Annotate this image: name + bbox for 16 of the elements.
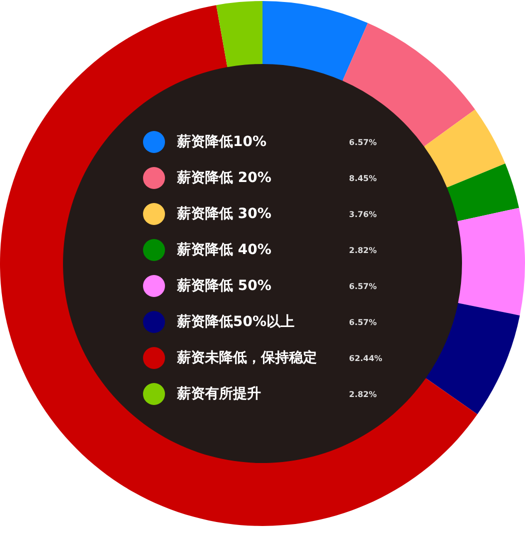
legend-label: 薪资降低 40% <box>177 241 272 259</box>
data-label: 2.82% <box>349 246 377 254</box>
data-label: 3.76% <box>349 210 377 218</box>
data-label: 6.57% <box>349 282 377 290</box>
legend-label: 薪资降低 20% <box>177 169 272 187</box>
data-label: 62.44% <box>349 354 382 362</box>
legend-label: 薪资降低10% <box>177 133 268 151</box>
data-label: 6.57% <box>349 138 377 146</box>
legend-label: 薪资有所提升 <box>177 385 262 403</box>
legend-label: 薪资未降低，保持稳定 <box>177 349 318 367</box>
legend-label: 薪资降低 50% <box>177 277 272 295</box>
legend-label: 薪资降低 30% <box>177 205 272 223</box>
data-label: 6.57% <box>349 318 377 326</box>
data-label: 8.45% <box>349 174 377 182</box>
legend-label: 薪资降低50%以上 <box>177 313 296 331</box>
data-label: 2.82% <box>349 390 377 398</box>
